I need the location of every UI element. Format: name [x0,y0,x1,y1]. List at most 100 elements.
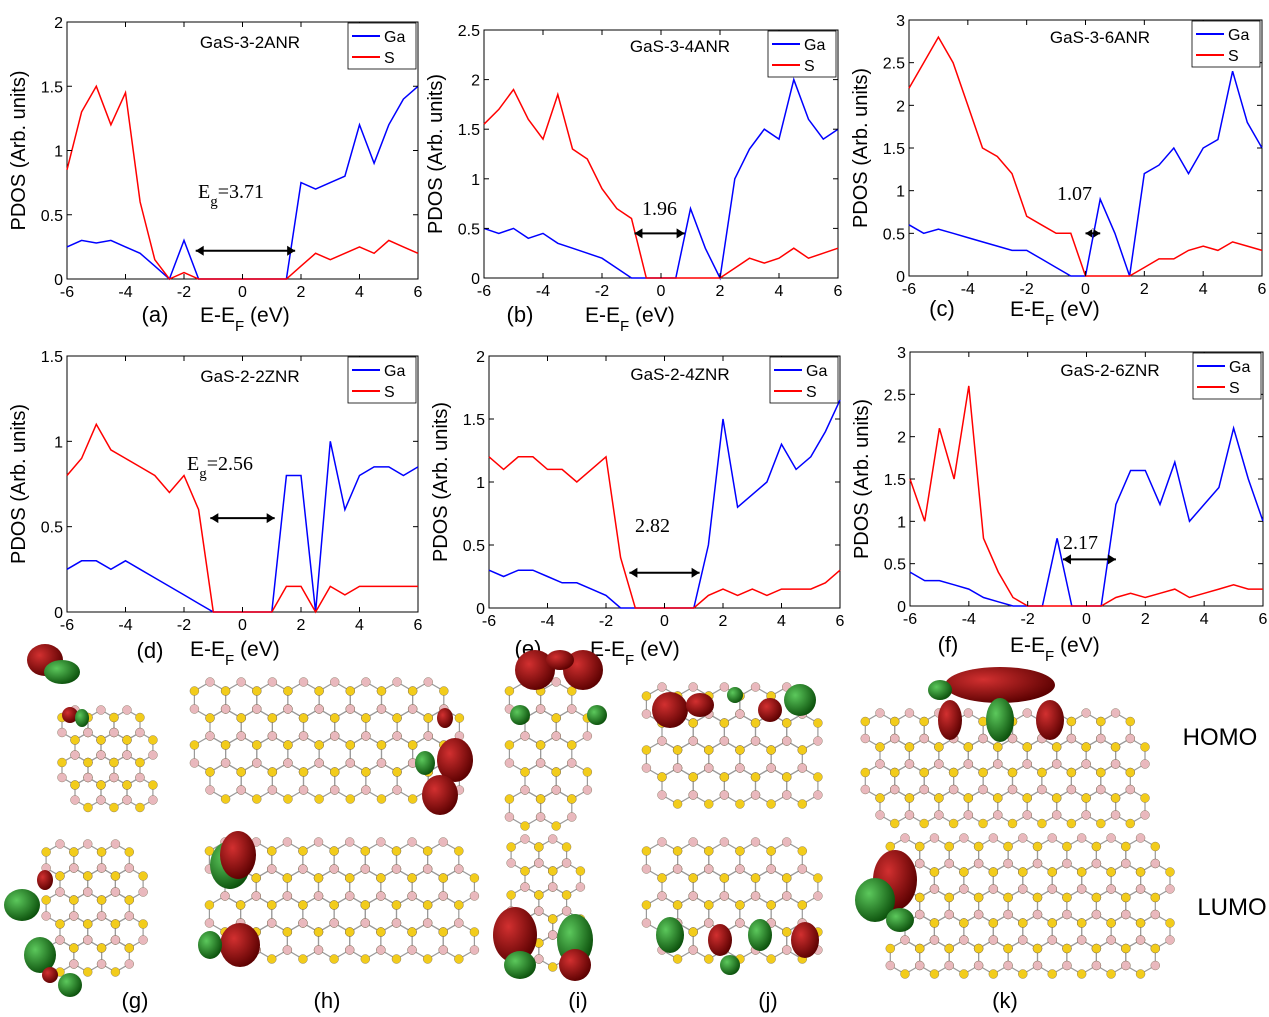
atom [813,773,822,782]
bond [102,940,130,972]
atom [930,936,939,945]
atom [1037,785,1046,794]
legend-box [770,357,838,403]
panel-title: GaS-3-2ANR [200,33,300,52]
bond [1116,739,1145,773]
bond [335,763,366,799]
atom [507,891,516,900]
atom [135,713,144,722]
structure-label: (h) [314,988,341,1013]
atom [567,813,576,822]
orbital-lobe [720,955,740,975]
atom [408,874,417,883]
panel-label: (f) [938,632,959,657]
atom [83,758,92,767]
bond [740,741,771,777]
atom [930,919,939,928]
atom [96,796,105,805]
atom [83,872,92,881]
atom [1151,944,1160,953]
y-tick-label: 2 [476,349,485,366]
atom [377,795,386,804]
atom [1126,819,1135,828]
x-tick-label: -2 [599,613,613,630]
panel-label: (a) [142,302,169,327]
atom [1018,919,1027,928]
atom [125,896,134,905]
bond [319,923,350,959]
atom [283,705,292,714]
orbital-lobe [686,693,714,717]
atom [361,732,370,741]
atom [548,867,557,876]
atom [135,758,144,767]
atom [392,901,401,910]
bond [1023,915,1052,949]
bond [1038,940,1067,974]
atom [521,883,530,892]
atom [298,919,307,928]
bond [365,896,396,932]
bond [787,768,818,804]
atom [97,944,106,953]
atom [767,847,776,856]
bond [334,896,365,932]
atom [1062,944,1071,953]
bond [1027,739,1057,773]
atom [1121,893,1130,902]
panel-label: (d) [137,638,164,663]
atom [1067,717,1076,726]
atom [767,901,776,910]
atom [536,705,545,714]
atom [886,944,895,953]
bond [46,892,74,924]
atom [959,970,968,979]
orbital-lobe [708,924,732,956]
atom [148,736,157,745]
y-tick-label: 1.5 [41,79,63,96]
atom [377,705,386,714]
panel-title: GaS-2-6ZNR [1060,361,1159,380]
x-tick-label: 6 [834,283,843,300]
bond [998,790,1027,824]
gap-label: 1.96 [642,198,677,220]
bond [1057,790,1086,824]
bond [525,863,553,895]
atom [376,946,385,955]
atom [361,865,370,874]
atom [658,737,667,746]
atom [470,874,479,883]
atom [283,892,292,901]
y-axis-label: PDOS (Arb. units) [851,399,873,559]
atom [1107,868,1116,877]
atom [974,859,983,868]
atom [315,687,324,696]
atom [1092,944,1101,953]
atom [439,838,448,847]
orbital-lobe [938,700,962,740]
atom [408,838,417,847]
atom [97,848,106,857]
atom [1077,834,1086,843]
atom [299,678,308,687]
atom [1077,919,1086,928]
x-axis-label: E-EF (eV) [1010,634,1100,665]
bond [1071,764,1100,798]
atom [905,794,914,803]
bond [335,709,366,745]
atom [314,928,323,937]
atom [798,865,807,874]
atom [989,936,998,945]
atom [901,936,910,945]
atom [751,838,760,847]
atom [97,960,106,969]
atom [454,955,463,964]
atom [408,741,417,750]
atom [455,714,464,723]
atom [890,717,899,726]
atom [1037,819,1046,828]
atom [221,759,230,768]
atom [974,893,983,902]
atom [905,811,914,820]
atom [267,919,276,928]
